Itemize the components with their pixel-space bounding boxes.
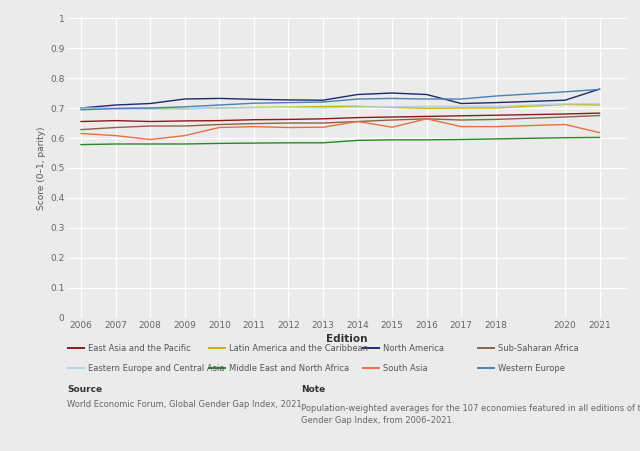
Text: Source: Source: [67, 385, 102, 394]
Text: East Asia and the Pacific: East Asia and the Pacific: [88, 344, 191, 353]
Text: World Economic Forum, Global Gender Gap Index, 2021.: World Economic Forum, Global Gender Gap …: [67, 400, 305, 409]
Text: Eastern Europe and Central Asia: Eastern Europe and Central Asia: [88, 364, 225, 373]
Text: Western Europe: Western Europe: [498, 364, 565, 373]
Text: Middle East and North Africa: Middle East and North Africa: [229, 364, 349, 373]
Y-axis label: Score (0–1, parity): Score (0–1, parity): [37, 126, 46, 210]
Text: Latin America and the Caribbean: Latin America and the Caribbean: [229, 344, 368, 353]
Text: Note: Note: [301, 385, 325, 394]
Text: Sub-Saharan Africa: Sub-Saharan Africa: [498, 344, 579, 353]
X-axis label: Edition: Edition: [326, 334, 368, 344]
Text: Population-weighted averages for the 107 economies featured in all editions of t: Population-weighted averages for the 107…: [301, 404, 640, 425]
Text: North America: North America: [383, 344, 444, 353]
Text: South Asia: South Asia: [383, 364, 428, 373]
